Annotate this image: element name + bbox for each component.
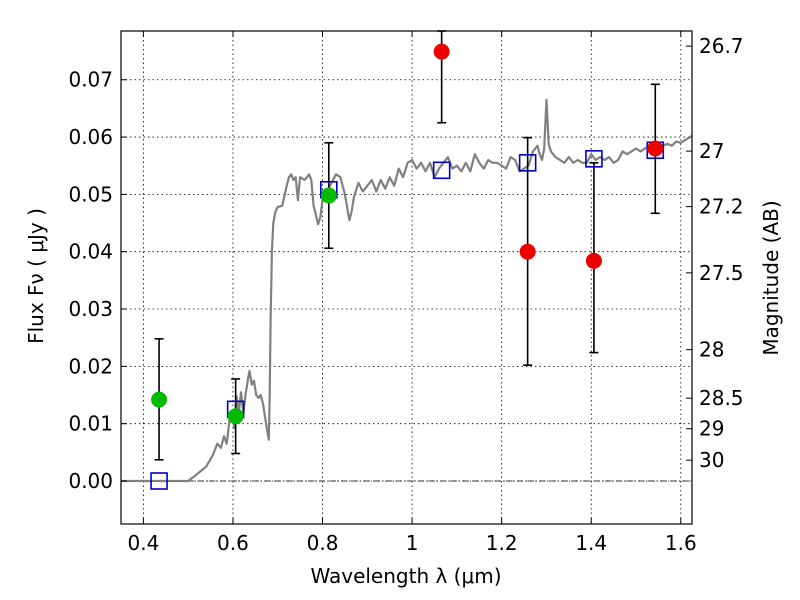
spectrum-line — [121, 98, 693, 483]
y2-tick-label: 29 — [699, 417, 724, 441]
x-tick-label: 1 — [406, 531, 419, 555]
y-tick-label: 0.00 — [68, 469, 113, 493]
error-bars — [154, 30, 660, 461]
observed-point — [433, 43, 450, 60]
x-tick-label: 1.4 — [575, 531, 607, 555]
detection-point — [151, 391, 168, 408]
ticks: 0.4 0.6 0.8 1 1.2 1.4 1.6 0.00 0.01 0.02 0.03 0.04 0… — [68, 31, 744, 555]
y-tick-label: 0.05 — [68, 182, 113, 206]
x-tick-label: 0.4 — [127, 531, 159, 555]
x-tick-label: 1.6 — [665, 531, 697, 555]
detection-point — [227, 408, 244, 425]
y2-tick-label: 28 — [699, 338, 724, 362]
y-tick-label: 0.02 — [68, 354, 113, 378]
y-tick-label: 0.01 — [68, 412, 113, 436]
y2-tick-label: 28.5 — [699, 386, 744, 410]
observed-markers — [151, 43, 664, 425]
model-photometry-square — [150, 472, 168, 490]
plot-frame — [120, 30, 693, 525]
model-photometry-square — [432, 161, 451, 180]
x-tick-label: 0.6 — [217, 531, 249, 555]
observed-point — [519, 243, 536, 260]
observed-point — [585, 252, 602, 269]
grid — [121, 31, 692, 524]
y2-tick-label: 26.7 — [699, 34, 744, 58]
model-spectrum — [121, 98, 693, 483]
y2-tick-label: 27 — [699, 139, 724, 163]
x-axis-label: Wavelength λ (μm) — [310, 564, 501, 588]
x-tick-label: 1.2 — [486, 531, 518, 555]
model-photometry-square — [518, 154, 537, 172]
y-tick-label: 0.06 — [68, 125, 113, 149]
y2-tick-label: 27.2 — [699, 195, 744, 219]
x-tick-label: 0.8 — [307, 531, 339, 555]
observed-point — [647, 140, 664, 157]
y2-tick-label: 27.5 — [699, 261, 744, 285]
model-photometry-square — [585, 150, 603, 168]
y-tick-label: 0.04 — [68, 240, 113, 264]
y-tick-label: 0.07 — [68, 68, 113, 92]
y2-axis-label: Magnitude (AB) — [759, 200, 783, 355]
y-tick-label: 0.03 — [68, 297, 113, 321]
y2-tick-label: 30 — [699, 448, 724, 472]
y-axis-label: Flux Fν ( μJy ) — [24, 208, 48, 344]
detection-point — [320, 187, 337, 204]
